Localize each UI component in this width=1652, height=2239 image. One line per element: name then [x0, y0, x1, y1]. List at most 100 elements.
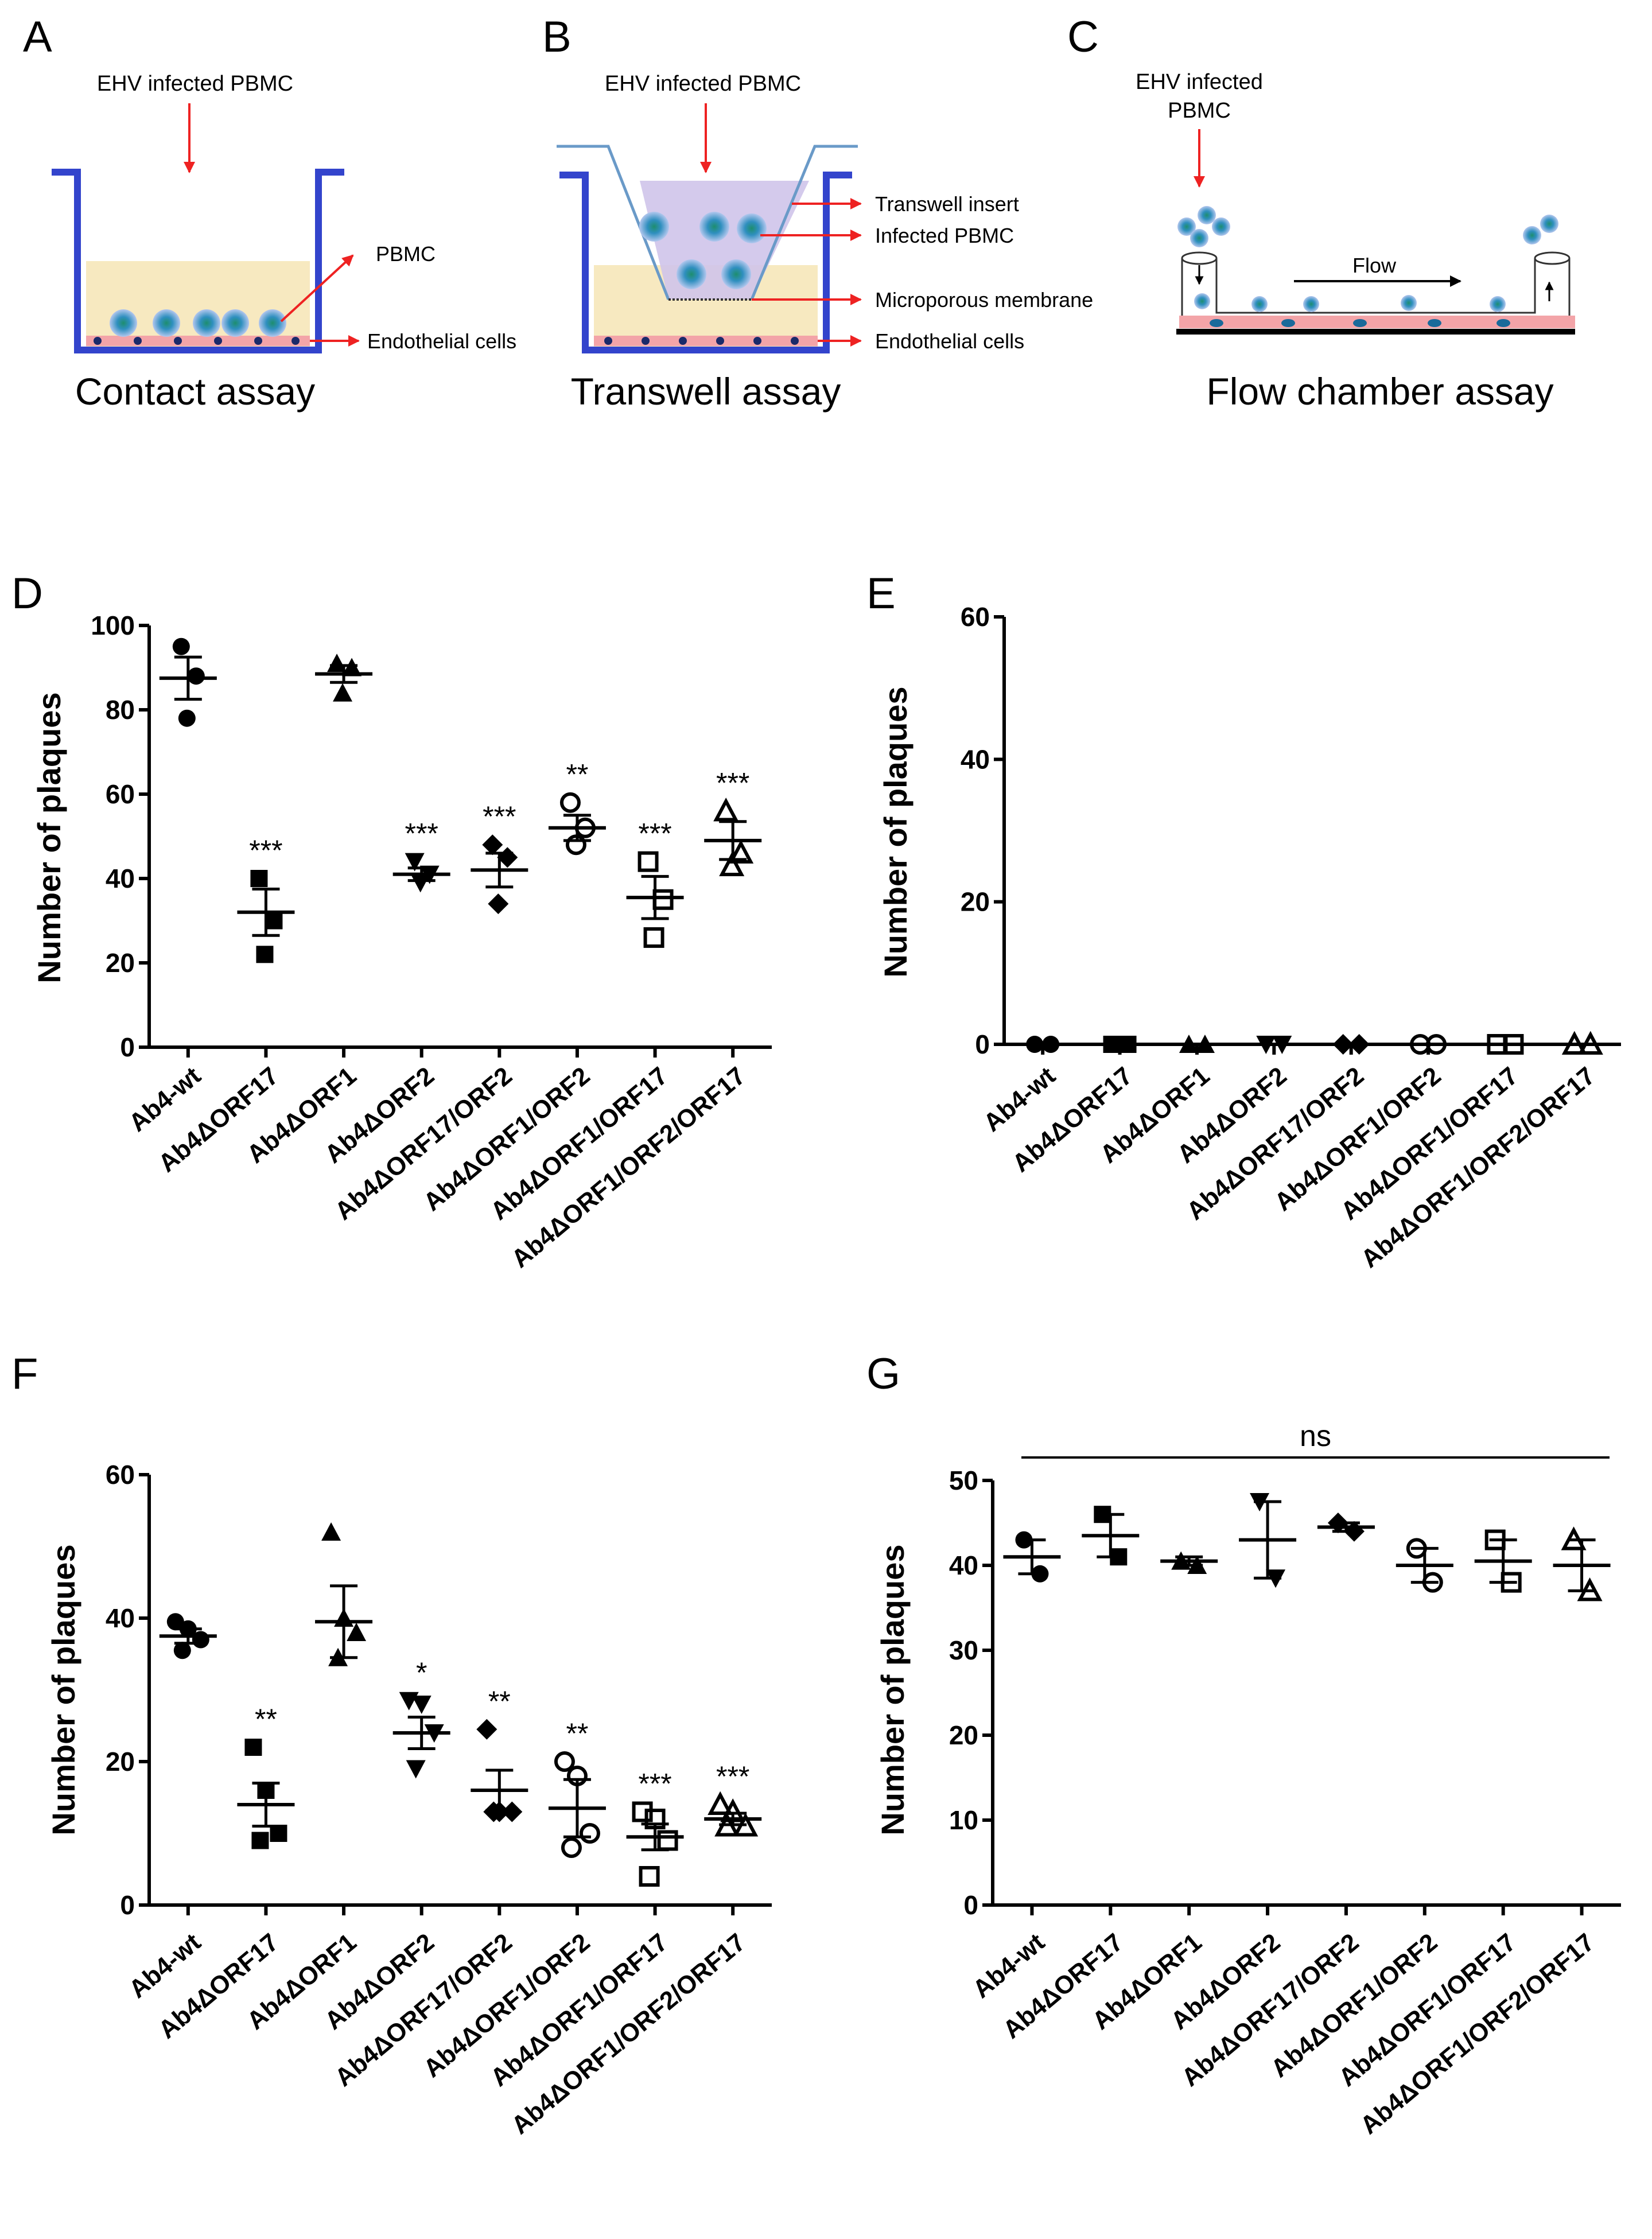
assay-label-transwell: Transwell assay: [571, 370, 841, 413]
y-tick-label: 20: [949, 1720, 978, 1750]
chamber-endothelium: [1179, 316, 1575, 328]
endothelial-nuclei-b: [604, 337, 799, 345]
y-tick-label: 60: [961, 602, 990, 632]
endothelial-layer-b: [594, 336, 818, 346]
data-point: [638, 851, 659, 872]
schematic-contact-assay: A EHV infected PBMC PBMC Endothelial cel…: [23, 13, 516, 413]
schematic-transwell-assay: B EHV infected PBMC Transwell insert Inf…: [542, 13, 1093, 413]
y-tick-label: 20: [106, 1747, 135, 1777]
data-point: [192, 1631, 209, 1649]
y-tick-label: 30: [949, 1635, 978, 1665]
data-point: [166, 1613, 184, 1631]
data-point: [405, 853, 425, 872]
y-axis-label: Number of plaques: [45, 1544, 81, 1835]
data-point: [643, 927, 664, 948]
ehv-label-c-line1: EHV infected: [1136, 70, 1263, 94]
y-tick-label: 0: [120, 1032, 135, 1062]
y-axis-label: Number of plaques: [877, 686, 914, 977]
data-point: [1103, 1036, 1121, 1053]
y-tick-label: 40: [106, 1603, 135, 1633]
y-tick-label: 60: [106, 779, 135, 809]
data-point: [579, 1823, 600, 1844]
callout-arrow-pbmc: [280, 254, 354, 322]
data-point: [173, 1642, 191, 1659]
data-point: [713, 798, 739, 822]
significance-label: ***: [249, 834, 282, 866]
panel-letter-g: G: [866, 1350, 900, 1398]
pbmc-cells-a: [110, 309, 286, 337]
data-point: [178, 709, 196, 727]
ehv-label-c-line2: PBMC: [1168, 99, 1231, 123]
data-point: [251, 1832, 269, 1849]
callout-pbmc: PBMC: [376, 242, 436, 266]
significance-label: **: [255, 1703, 277, 1735]
y-tick-label: 0: [120, 1890, 135, 1920]
well-b: [559, 172, 852, 353]
y-tick-label: 20: [106, 948, 135, 978]
data-point: [1348, 1034, 1370, 1055]
data-point: [321, 1522, 341, 1541]
significance-label: **: [566, 1717, 588, 1750]
significance-label: ***: [716, 767, 749, 799]
y-axis-label: Number of plaques: [874, 1544, 911, 1835]
callout-transwell-insert: Transwell insert: [875, 192, 1019, 216]
flow-label: Flow: [1352, 254, 1397, 277]
callout-microporous-membrane: Microporous membrane: [875, 288, 1093, 312]
ns-label: ns: [1300, 1420, 1331, 1453]
data-point: [244, 1739, 262, 1756]
y-tick-label: 60: [106, 1460, 135, 1490]
data-point: [719, 852, 745, 876]
data-point: [554, 1751, 575, 1772]
panel-letter-d: D: [11, 569, 43, 618]
data-point: [265, 912, 283, 930]
data-point: [1119, 1036, 1137, 1053]
data-point: [1256, 1036, 1276, 1054]
y-tick-label: 40: [961, 744, 990, 774]
data-point: [488, 893, 509, 915]
endothelial-layer-a: [86, 336, 310, 346]
data-point: [406, 1760, 426, 1779]
data-point: [1179, 1035, 1199, 1053]
ehv-label-b: EHV infected PBMC: [605, 72, 801, 96]
callout-endothelial-a: Endothelial cells: [367, 329, 516, 353]
y-tick-label: 0: [963, 1890, 978, 1920]
endothelial-nuclei-a: [94, 337, 300, 345]
data-point: [172, 638, 190, 655]
data-point: [327, 654, 347, 673]
data-point: [657, 1830, 678, 1851]
data-point: [1561, 1031, 1587, 1055]
data-point: [1577, 1031, 1603, 1055]
data-point: [652, 889, 674, 910]
schematic-flow-chamber-assay: C EHV infected PBMC Flow Flow chamber as…: [1067, 13, 1575, 413]
panel-letter-a: A: [23, 13, 52, 61]
panel-letter-c: C: [1067, 13, 1099, 61]
y-tick-label: 50: [949, 1466, 978, 1495]
callout-infected-pbmc: Infected PBMC: [875, 224, 1014, 247]
data-point: [476, 1719, 497, 1740]
data-point: [256, 946, 274, 963]
data-point: [1503, 1034, 1524, 1055]
significance-label: ***: [405, 818, 438, 850]
y-axis-label: Number of plaques: [31, 692, 67, 983]
assay-label-flow: Flow chamber assay: [1206, 370, 1553, 413]
y-tick-label: 20: [961, 887, 990, 917]
panel-letter-e: E: [866, 569, 896, 618]
chamber-outline: [1181, 258, 1571, 316]
data-point: [1332, 1034, 1354, 1055]
data-point: [482, 834, 503, 856]
panel-letter-b: B: [542, 13, 572, 61]
data-point: [411, 1696, 432, 1714]
y-tick-label: 100: [91, 611, 135, 640]
data-point: [1426, 1034, 1447, 1055]
data-point: [559, 792, 581, 813]
y-tick-label: 0: [975, 1029, 990, 1059]
significance-label: ***: [638, 818, 671, 850]
